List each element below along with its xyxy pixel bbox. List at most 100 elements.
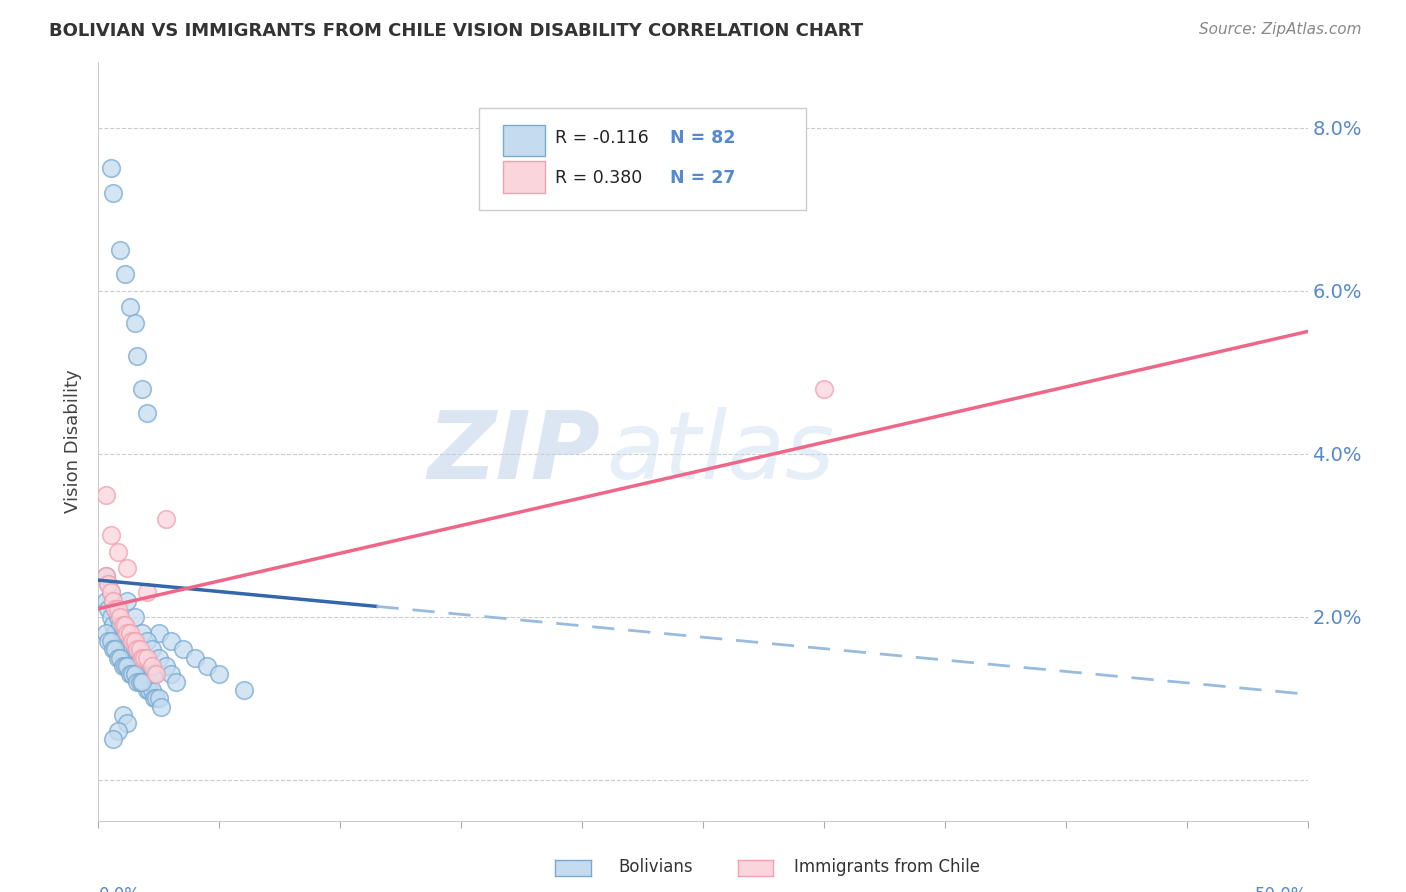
Point (135, 634, 157, 648)
Point (141, 642, 163, 657)
Point (131, 650, 153, 665)
Point (111, 658, 134, 673)
Point (97, 577, 120, 591)
Point (128, 675, 150, 690)
Point (138, 658, 160, 673)
Text: N = 82: N = 82 (671, 129, 735, 147)
Y-axis label: Vision Disability: Vision Disability (65, 369, 83, 514)
Point (117, 658, 139, 673)
Point (135, 683, 157, 698)
Point (121, 642, 143, 657)
Point (124, 610, 146, 624)
Point (108, 610, 131, 624)
Point (131, 675, 153, 690)
Point (108, 618, 131, 632)
Point (108, 650, 131, 665)
Point (100, 610, 122, 624)
Point (94, 626, 117, 640)
Point (118, 634, 141, 648)
Point (195, 658, 218, 673)
Point (160, 666, 183, 681)
Point (134, 675, 156, 690)
Point (155, 512, 177, 526)
Text: Immigrants from Chile: Immigrants from Chile (794, 858, 980, 876)
Point (100, 634, 122, 648)
Point (101, 732, 124, 747)
Point (145, 691, 167, 706)
Point (111, 707, 134, 722)
Point (131, 675, 153, 690)
Point (108, 642, 131, 657)
FancyBboxPatch shape (503, 161, 544, 193)
Point (127, 642, 149, 657)
Point (107, 544, 129, 558)
Point (131, 650, 153, 665)
Point (121, 634, 143, 648)
Point (135, 406, 157, 420)
Point (135, 658, 157, 673)
Point (107, 650, 129, 665)
Point (104, 626, 127, 640)
Point (104, 601, 127, 615)
Point (232, 683, 254, 698)
Point (148, 626, 170, 640)
Point (150, 699, 173, 714)
Point (94, 569, 117, 583)
Point (111, 618, 134, 632)
FancyBboxPatch shape (503, 125, 544, 156)
Point (184, 650, 207, 665)
Point (100, 585, 122, 599)
Point (165, 675, 187, 690)
Point (135, 650, 157, 665)
Point (127, 675, 149, 690)
Point (131, 382, 153, 396)
Point (101, 618, 124, 632)
Point (117, 593, 139, 607)
Point (121, 666, 143, 681)
Point (118, 626, 141, 640)
Point (104, 601, 127, 615)
Point (114, 618, 136, 632)
Point (104, 642, 127, 657)
Point (160, 634, 183, 648)
Point (118, 658, 141, 673)
Point (143, 666, 166, 681)
Point (127, 642, 149, 657)
Point (124, 642, 146, 657)
Point (155, 658, 177, 673)
Point (117, 626, 139, 640)
Point (128, 675, 150, 690)
Text: atlas: atlas (606, 408, 835, 499)
Point (208, 666, 231, 681)
Text: 0.0%: 0.0% (98, 886, 141, 892)
Point (94, 593, 117, 607)
Point (128, 642, 150, 657)
Point (117, 658, 139, 673)
Point (101, 642, 124, 657)
Point (107, 610, 129, 624)
Point (94, 569, 117, 583)
Point (143, 691, 166, 706)
Point (114, 626, 136, 640)
Point (118, 300, 141, 314)
Text: Source: ZipAtlas.com: Source: ZipAtlas.com (1198, 22, 1361, 37)
Point (124, 666, 146, 681)
Text: R = -0.116: R = -0.116 (555, 129, 650, 147)
Point (141, 658, 163, 673)
Point (134, 658, 156, 673)
Point (148, 650, 170, 665)
Text: BOLIVIAN VS IMMIGRANTS FROM CHILE VISION DISABILITY CORRELATION CHART: BOLIVIAN VS IMMIGRANTS FROM CHILE VISION… (49, 22, 863, 40)
Point (118, 666, 141, 681)
Point (813, 382, 835, 396)
Point (114, 650, 136, 665)
Text: N = 27: N = 27 (671, 169, 735, 186)
Text: R = 0.380: R = 0.380 (555, 169, 643, 186)
Point (101, 593, 124, 607)
Point (172, 642, 194, 657)
Point (124, 316, 146, 330)
Point (97, 601, 120, 615)
Point (117, 561, 139, 575)
Point (127, 349, 149, 363)
Point (101, 186, 124, 200)
Point (124, 666, 146, 681)
